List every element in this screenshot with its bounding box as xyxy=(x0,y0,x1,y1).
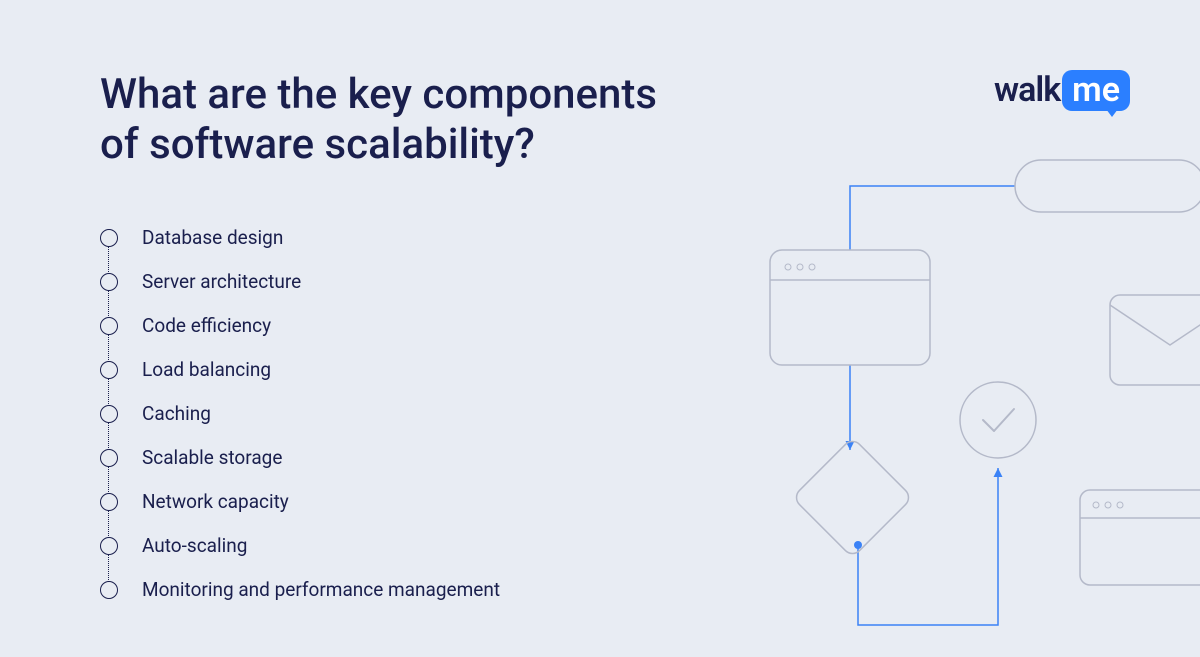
main-content: What are the key components of software … xyxy=(100,70,700,612)
item-label: Auto-scaling xyxy=(142,534,247,557)
bullet-icon xyxy=(100,493,118,511)
component-list: Database design Server architecture Code… xyxy=(100,216,700,612)
flowchart-decoration xyxy=(680,120,1200,657)
list-item: Caching xyxy=(100,392,700,436)
item-label: Load balancing xyxy=(142,358,271,381)
list-item: Code efficiency xyxy=(100,304,700,348)
bullet-icon xyxy=(100,317,118,335)
list-item: Network capacity xyxy=(100,480,700,524)
item-label: Network capacity xyxy=(142,490,289,513)
bullet-icon xyxy=(100,361,118,379)
item-label: Server architecture xyxy=(142,270,301,293)
list-item: Server architecture xyxy=(100,260,700,304)
logo-text-walk: walk xyxy=(994,70,1060,110)
item-label: Scalable storage xyxy=(142,446,282,469)
bullet-icon xyxy=(100,581,118,599)
logo-text-me: me xyxy=(1062,70,1130,111)
list-item: Monitoring and performance management xyxy=(100,568,700,612)
list-item: Load balancing xyxy=(100,348,700,392)
list-item: Scalable storage xyxy=(100,436,700,480)
bullet-icon xyxy=(100,537,118,555)
bullet-icon xyxy=(100,273,118,291)
bullet-icon xyxy=(100,449,118,467)
item-label: Code efficiency xyxy=(142,314,271,337)
bullet-icon xyxy=(100,405,118,423)
logo: walk me xyxy=(994,70,1130,111)
list-item: Auto-scaling xyxy=(100,524,700,568)
item-label: Caching xyxy=(142,402,211,425)
item-label: Monitoring and performance management xyxy=(142,578,500,601)
page-title: What are the key components of software … xyxy=(100,70,700,171)
bullet-icon xyxy=(100,229,118,247)
list-item: Database design xyxy=(100,216,700,260)
item-label: Database design xyxy=(142,226,283,249)
